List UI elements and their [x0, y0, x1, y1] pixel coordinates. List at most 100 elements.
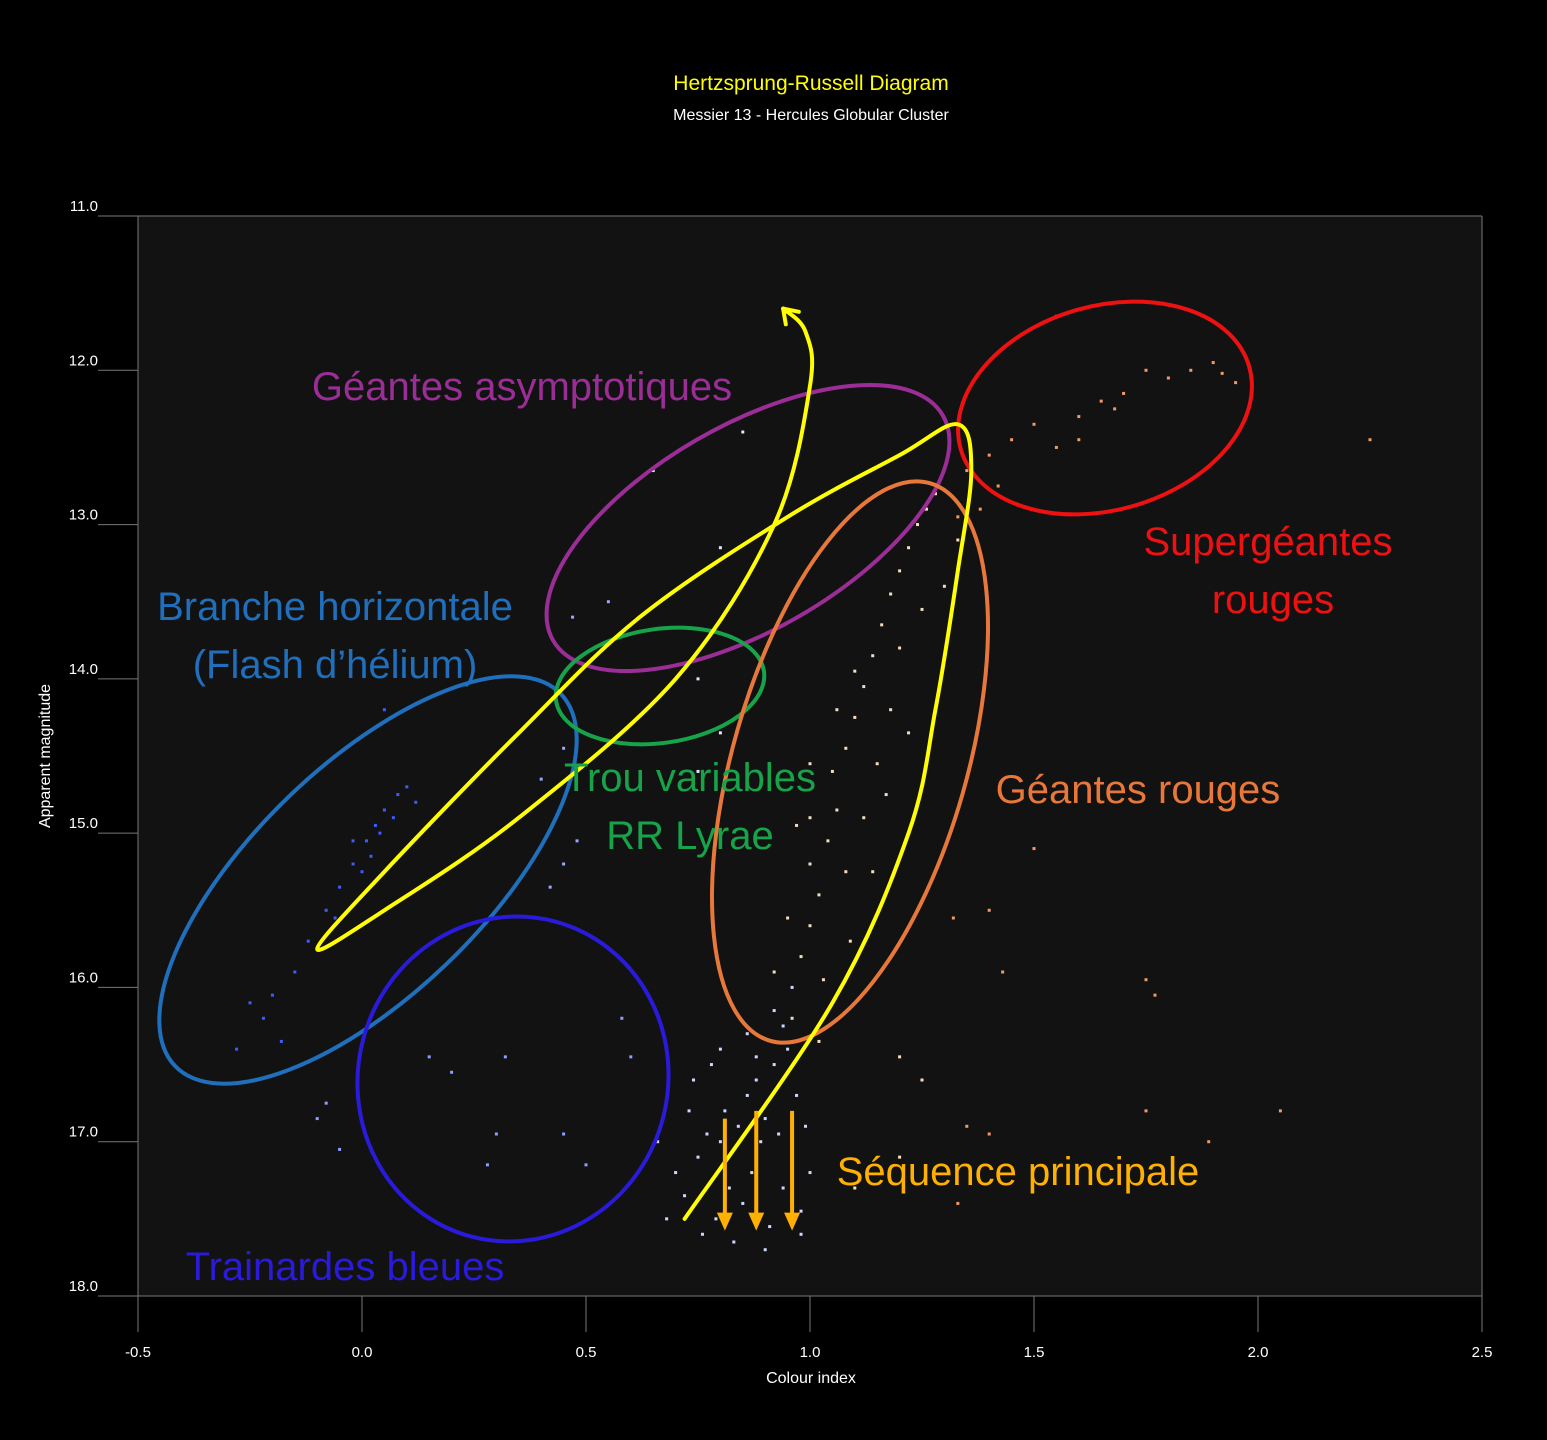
star-point-red-giants — [862, 685, 866, 689]
star-point-scattered — [741, 430, 745, 434]
star-point-horizontal-branch — [378, 831, 382, 835]
star-point-horizontal-branch — [248, 1001, 252, 1005]
star-point-red-giants — [795, 823, 799, 827]
star-point-red-giants — [956, 538, 960, 542]
star-point-main-sequence — [736, 1124, 740, 1128]
star-point-scattered — [562, 862, 566, 866]
star-point-scattered — [987, 908, 991, 912]
star-point-horizontal-branch — [351, 839, 355, 843]
star-point-red-giants — [898, 646, 902, 650]
star-point-supergiants — [1368, 438, 1372, 442]
star-point-main-sequence — [781, 1024, 785, 1028]
star-point-scattered — [1144, 978, 1148, 982]
x-tick-label: -0.5 — [125, 1344, 151, 1361]
star-point-horizontal-branch — [360, 870, 364, 874]
star-point-blue-stragglers — [562, 1132, 566, 1136]
star-point-scattered — [987, 1132, 991, 1136]
star-point-red-giants — [889, 708, 893, 712]
star-point-supergiants — [996, 484, 1000, 488]
main-sequence-arrowhead — [784, 1212, 801, 1231]
star-point-red-giants — [853, 669, 857, 673]
star-point-blue-stragglers — [584, 1163, 588, 1167]
star-point-blue-stragglers — [324, 1101, 328, 1105]
star-point-supergiants — [1211, 361, 1215, 365]
star-point-scattered — [575, 839, 579, 843]
star-point-horizontal-branch — [333, 916, 337, 920]
star-point-scattered — [1144, 1109, 1148, 1113]
star-point-main-sequence — [768, 1225, 772, 1229]
star-point-supergiants — [1220, 371, 1224, 375]
star-point-horizontal-branch — [382, 808, 386, 812]
main-sequence-arrowhead — [748, 1212, 765, 1231]
red-supergiants-label-line-1: Supergéantes — [1143, 520, 1392, 564]
star-point-red-giants — [907, 731, 911, 735]
y-tick-label: 13.0 — [69, 507, 98, 524]
rr-lyrae-gap-label-line-1: Trou variables — [564, 756, 816, 800]
x-tick-label: 0.0 — [352, 1344, 373, 1361]
star-point-supergiants — [1077, 438, 1081, 442]
star-point-main-sequence — [700, 1232, 704, 1236]
star-point-supergiants — [1166, 376, 1170, 380]
star-point-scattered — [562, 746, 566, 750]
star-point-horizontal-branch — [293, 970, 297, 974]
star-point-main-sequence — [705, 1132, 709, 1136]
star-point-scattered — [1278, 1109, 1282, 1113]
star-point-horizontal-branch — [382, 708, 386, 712]
star-point-supergiants — [1010, 438, 1014, 442]
star-point-red-giants — [808, 762, 812, 766]
star-point-main-sequence — [781, 1186, 785, 1190]
star-point-main-sequence — [804, 1124, 808, 1128]
star-point-horizontal-branch — [391, 816, 395, 820]
star-point-main-sequence — [772, 1063, 776, 1067]
star-point-red-giants — [898, 569, 902, 573]
star-point-horizontal-branch — [405, 785, 409, 789]
x-tick-label: 0.5 — [576, 1344, 597, 1361]
star-point-main-sequence — [741, 1201, 745, 1205]
star-point-red-giants — [772, 970, 776, 974]
star-point-main-sequence — [656, 1140, 660, 1144]
star-point-blue-stragglers — [494, 1132, 498, 1136]
star-point-main-sequence — [754, 1055, 758, 1059]
star-point-main-sequence — [683, 1194, 687, 1198]
star-point-horizontal-branch — [396, 793, 400, 797]
star-point-scattered — [718, 546, 722, 550]
star-point-blue-stragglers — [427, 1055, 431, 1059]
star-point-main-sequence — [696, 1155, 700, 1159]
star-point-red-giants — [916, 523, 920, 527]
star-point-horizontal-branch — [306, 939, 310, 943]
y-tick-label: 15.0 — [69, 815, 98, 832]
star-point-main-sequence — [709, 1063, 713, 1067]
star-point-red-giants — [875, 762, 879, 766]
star-point-scattered — [1207, 1140, 1211, 1144]
star-point-supergiants — [987, 453, 991, 457]
blue-stragglers-label: Trainardes bleues — [186, 1245, 505, 1289]
evolution-track-curve — [315, 306, 974, 1221]
star-point-red-giants — [808, 862, 812, 866]
y-tick-label: 18.0 — [69, 1278, 98, 1295]
x-axis-label: Colour index — [766, 1370, 856, 1387]
star-point-horizontal-branch — [351, 862, 355, 866]
red-supergiants-region-ellipse — [956, 299, 1254, 517]
star-point-main-sequence — [718, 1047, 722, 1051]
x-tick-label: 2.0 — [1248, 1344, 1269, 1361]
star-point-horizontal-branch — [338, 885, 342, 889]
star-point-blue-stragglers — [485, 1163, 489, 1167]
star-point-main-sequence — [687, 1109, 691, 1113]
star-point-scattered — [606, 600, 610, 604]
star-point-scattered — [539, 777, 543, 781]
star-point-main-sequence — [799, 1209, 803, 1213]
star-point-red-giants — [817, 893, 821, 897]
star-point-main-sequence — [714, 1217, 718, 1221]
star-point-scattered — [898, 1055, 902, 1059]
star-point-horizontal-branch — [270, 993, 274, 997]
red-giants-label: Géantes rouges — [996, 768, 1281, 812]
chart-title: Hertzsprung-Russell Diagram — [673, 72, 948, 95]
star-point-supergiants — [1144, 368, 1148, 372]
star-point-scattered — [965, 1124, 969, 1128]
y-tick-label: 14.0 — [69, 661, 98, 678]
star-point-red-giants — [933, 492, 937, 496]
rr-lyrae-gap-label-line-2: RR Lyrae — [606, 814, 773, 858]
star-point-main-sequence — [795, 1093, 799, 1097]
x-axis: -0.5 0.0 0.5 1.0 1.5 2.0 2.5 — [125, 1295, 1492, 1361]
